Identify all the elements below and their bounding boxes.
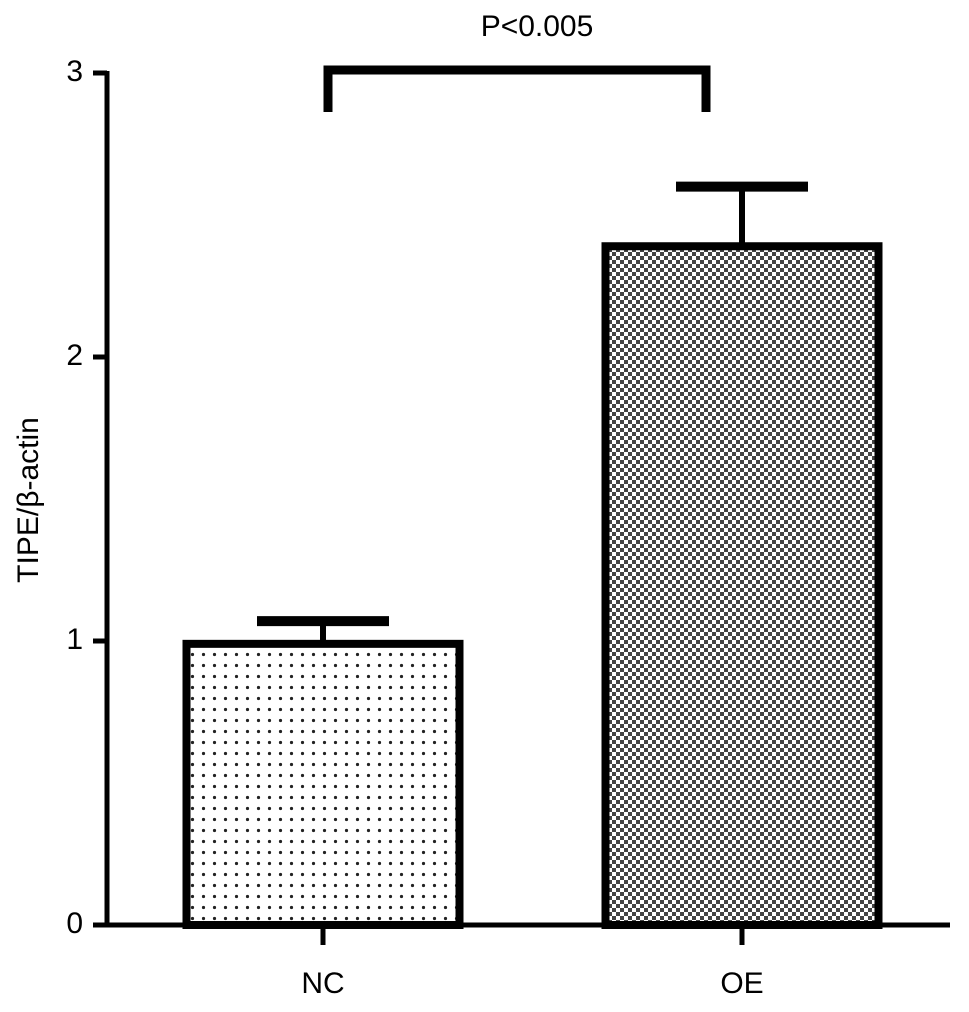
significance-bracket [323, 65, 711, 112]
y-tick-label: 2 [66, 339, 83, 372]
y-tick-label: 1 [66, 623, 83, 656]
bar [601, 242, 883, 930]
x-tick-label: NC [301, 967, 344, 1000]
bar [182, 639, 464, 930]
x-tick-label: OE [720, 967, 763, 1000]
y-axis-label: TIPE/β-actin [12, 417, 45, 583]
y-tick-label: 0 [66, 907, 83, 940]
y-tick-label: 3 [66, 55, 83, 88]
annotation: P<0.005 [481, 10, 594, 43]
